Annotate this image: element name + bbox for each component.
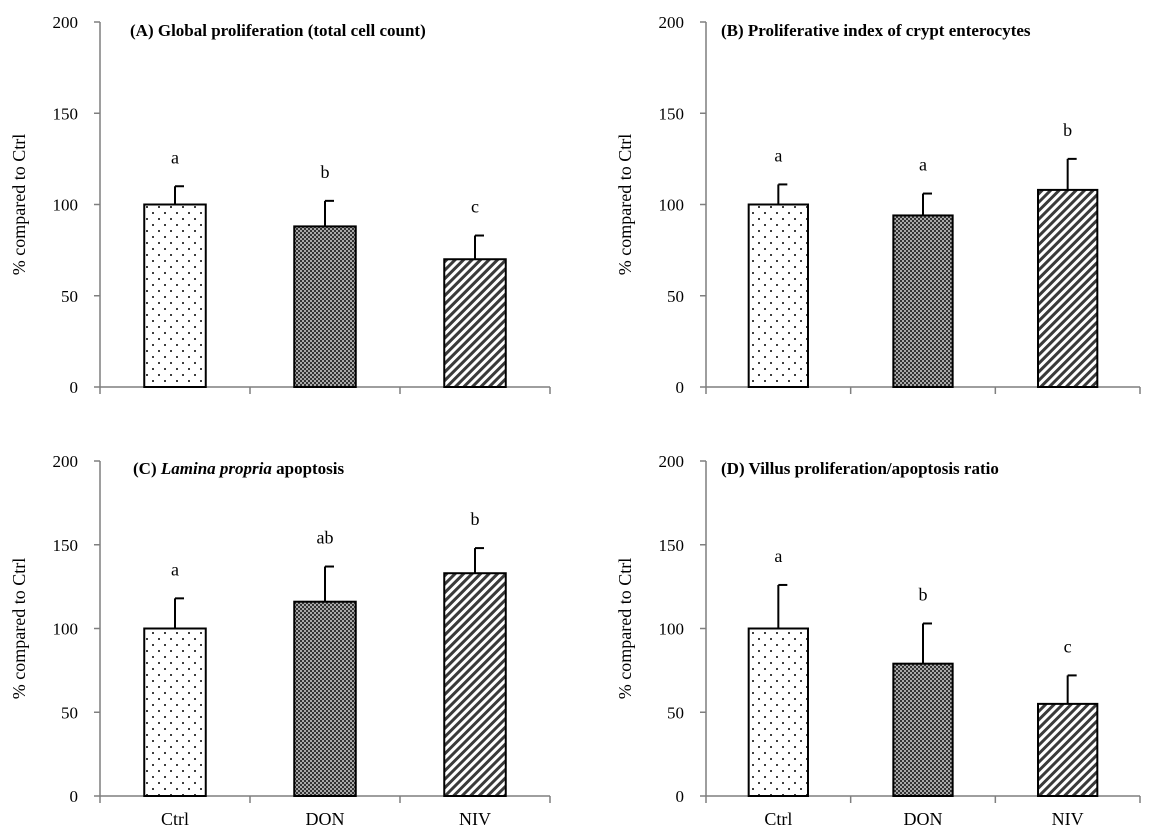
- y-axis-label: % compared to Ctrl: [9, 558, 29, 699]
- y-tick-label: 50: [61, 287, 78, 306]
- y-tick-label: 200: [53, 452, 79, 471]
- category-label: Ctrl: [161, 809, 189, 829]
- significance-label: a: [919, 155, 927, 175]
- chart-panel-d: (D) Villus proliferation/apoptosis ratio…: [615, 452, 1141, 829]
- significance-label: ab: [317, 528, 334, 548]
- chart-panel-a: (A) Global proliferation (total cell cou…: [9, 13, 551, 397]
- chart-title-prefix: (C): [133, 459, 161, 478]
- bar-don: [892, 214, 954, 388]
- bar-ctrl: [143, 627, 207, 797]
- chart-title-italic: Lamina propria: [160, 459, 272, 478]
- category-label: NIV: [459, 809, 491, 829]
- bar-niv: [443, 258, 507, 388]
- y-tick-label: 150: [659, 104, 685, 123]
- y-axis-label: % compared to Ctrl: [615, 134, 635, 275]
- bar-ctrl: [747, 203, 809, 388]
- bar-don: [293, 600, 357, 798]
- y-tick-label: 100: [659, 620, 685, 639]
- y-tick-label: 50: [61, 703, 78, 722]
- significance-label: b: [1063, 120, 1072, 140]
- significance-label: b: [321, 162, 330, 182]
- bar-niv: [443, 572, 507, 797]
- y-tick-label: 200: [53, 13, 79, 32]
- chart-title: (C) Lamina propria apoptosis: [133, 459, 345, 478]
- significance-label: a: [774, 145, 782, 165]
- bar-niv: [1037, 188, 1099, 388]
- chart-title: (A) Global proliferation (total cell cou…: [130, 21, 426, 40]
- y-tick-label: 200: [659, 452, 685, 471]
- significance-label: c: [471, 197, 479, 217]
- bar-don: [293, 225, 357, 388]
- chart-panel-c: (C) Lamina propria apoptosis % compared t…: [9, 452, 551, 829]
- significance-label: a: [774, 546, 782, 566]
- significance-label: a: [171, 147, 179, 167]
- bar-ctrl: [143, 203, 207, 388]
- bar-ctrl: [747, 627, 809, 797]
- chart-panel-b: (B) Proliferative index of crypt enteroc…: [615, 13, 1141, 397]
- chart-title-suffix: apoptosis: [272, 459, 345, 478]
- significance-label: b: [471, 509, 480, 529]
- y-tick-label: 200: [659, 13, 685, 32]
- y-tick-label: 150: [53, 104, 79, 123]
- bar-niv: [1037, 702, 1099, 797]
- y-axis-label: % compared to Ctrl: [615, 558, 635, 699]
- y-tick-label: 50: [667, 287, 684, 306]
- y-tick-label: 0: [676, 378, 685, 397]
- y-tick-label: 0: [676, 787, 685, 806]
- significance-label: c: [1064, 636, 1072, 656]
- y-tick-label: 150: [53, 536, 79, 555]
- y-tick-label: 0: [70, 787, 79, 806]
- chart-title: (B) Proliferative index of crypt enteroc…: [721, 21, 1031, 40]
- category-label: DON: [306, 809, 345, 829]
- category-label: Ctrl: [764, 809, 792, 829]
- y-axis-label: % compared to Ctrl: [9, 134, 29, 275]
- y-tick-label: 100: [53, 196, 79, 215]
- y-tick-label: 100: [53, 620, 79, 639]
- y-tick-label: 0: [70, 378, 79, 397]
- significance-label: b: [919, 584, 928, 604]
- y-tick-label: 150: [659, 536, 685, 555]
- y-tick-label: 100: [659, 196, 685, 215]
- significance-label: a: [171, 559, 179, 579]
- y-tick-label: 50: [667, 703, 684, 722]
- category-label: DON: [904, 809, 943, 829]
- category-label: NIV: [1052, 809, 1084, 829]
- bar-don: [892, 662, 954, 797]
- chart-title: (D) Villus proliferation/apoptosis ratio: [721, 459, 999, 478]
